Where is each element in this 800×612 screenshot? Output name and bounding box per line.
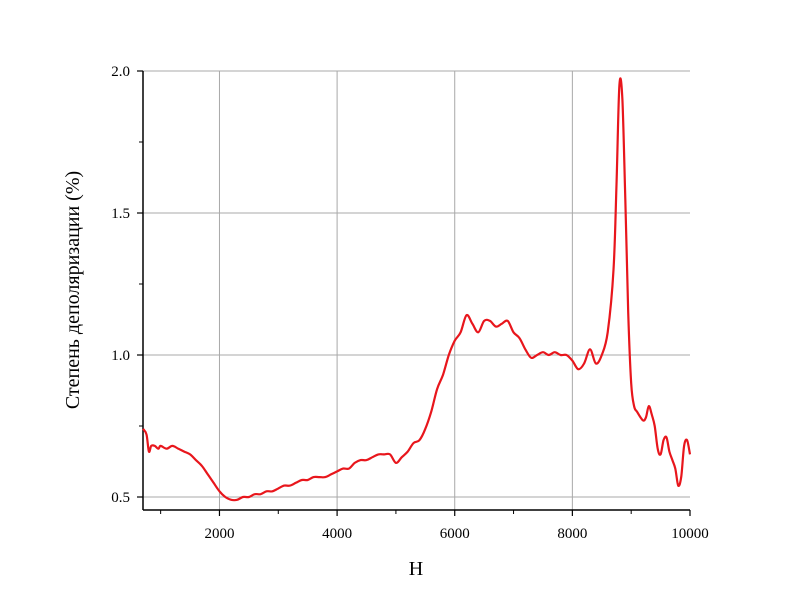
y-tick-label: 2.0 bbox=[111, 64, 130, 80]
y-tick-label: 1.5 bbox=[111, 206, 130, 222]
y-tick-label: 1.0 bbox=[111, 348, 130, 364]
series-group bbox=[142, 77, 692, 502]
y-ticks: 0.5 1.0 1.5 2.0 bbox=[111, 64, 143, 506]
x-tick-label: 4000 bbox=[322, 526, 352, 542]
grid bbox=[143, 70, 690, 510]
x-tick-label: 2000 bbox=[204, 526, 234, 542]
x-tick-label: 6000 bbox=[440, 526, 470, 542]
x-tick-label: 8000 bbox=[557, 526, 587, 542]
y-axis-title: Степень деполяризации (%) bbox=[62, 171, 84, 409]
axes bbox=[142, 71, 690, 511]
x-axis-title: H bbox=[409, 558, 423, 580]
series-line bbox=[142, 77, 692, 502]
y-tick-label: 0.5 bbox=[111, 490, 130, 506]
x-tick-label: 10000 bbox=[671, 526, 709, 542]
x-ticks: 2000 4000 6000 8000 10000 bbox=[160, 510, 709, 542]
